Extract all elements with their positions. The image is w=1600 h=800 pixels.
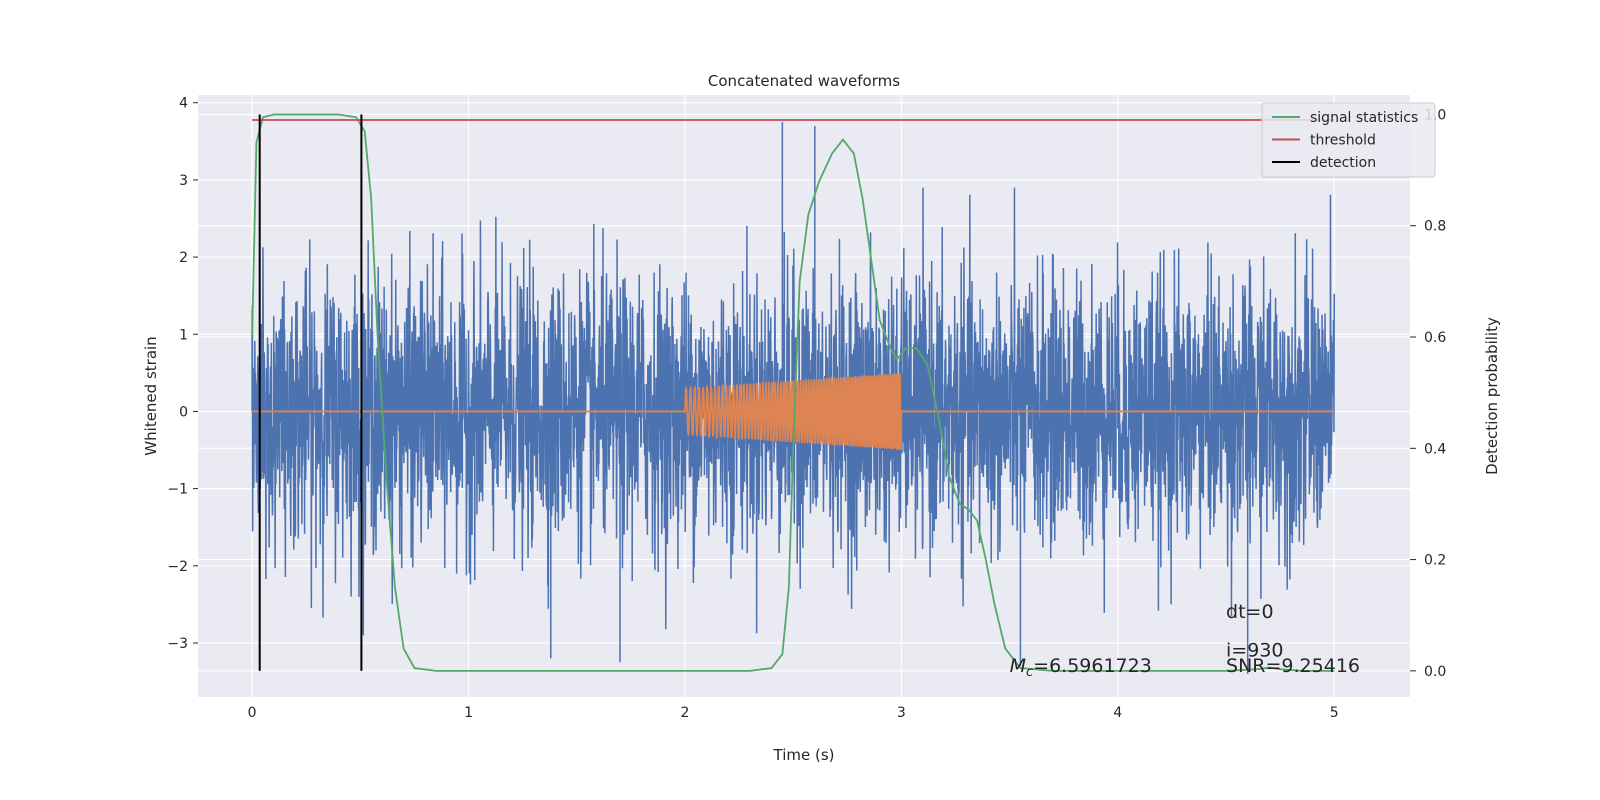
y-tick-label: 0 [179, 404, 188, 420]
y-tick-label: −3 [167, 636, 188, 652]
annotation: SNR=9.25416 [1226, 655, 1360, 677]
legend-label: detection [1310, 155, 1376, 171]
y-tick-label: 2 [179, 250, 188, 266]
y-tick-label: 1 [179, 327, 188, 343]
x-tick-label: 5 [1330, 705, 1339, 721]
x-tick-label: 2 [681, 705, 690, 721]
y-tick-label: −1 [167, 482, 188, 498]
x-tick-label: 3 [897, 705, 906, 721]
y-right-tick-label: 0.0 [1424, 664, 1446, 680]
y-right-tick-label: 0.2 [1424, 553, 1446, 569]
x-tick-label: 0 [248, 705, 257, 721]
y-axis-left: −3 −2 −1 0 1 2 3 4 [167, 96, 198, 652]
annotation: i=930 [1226, 640, 1283, 662]
y-right-tick-label: 0.6 [1424, 330, 1446, 346]
y-tick-label: 3 [179, 173, 188, 189]
y-right-tick-label: 0.8 [1424, 219, 1446, 235]
x-axis-label: Time (s) [773, 746, 835, 764]
template-waveform-series [252, 373, 1335, 450]
annotation: Mc=6.5961723 [1010, 655, 1152, 680]
signal-statistics-series [251, 113, 1335, 672]
detection-series [258, 114, 363, 671]
x-tick-label: 1 [464, 705, 473, 721]
annotation: dt=0 [1226, 601, 1274, 623]
legend-label: threshold [1310, 133, 1376, 149]
x-tick-label: 4 [1113, 705, 1122, 721]
y-axis-right: 0.00.20.40.60.81.0 [1410, 107, 1446, 680]
legend: signal statistics threshold detection [1261, 102, 1436, 178]
y-tick-label: −2 [167, 559, 188, 575]
legend-box [1261, 102, 1436, 178]
y-right-tick-label: 0.4 [1424, 441, 1446, 457]
y-tick-label: 4 [179, 96, 188, 112]
y-axis-label: Whitened strain [142, 336, 160, 455]
plot-content [251, 113, 1335, 674]
y-axis-right-label: Detection probability [1483, 317, 1501, 475]
legend-label: signal statistics [1310, 110, 1418, 126]
x-axis: 0 1 2 3 4 5 [248, 705, 1339, 721]
chart-title: Concatenated waveforms [708, 72, 900, 90]
